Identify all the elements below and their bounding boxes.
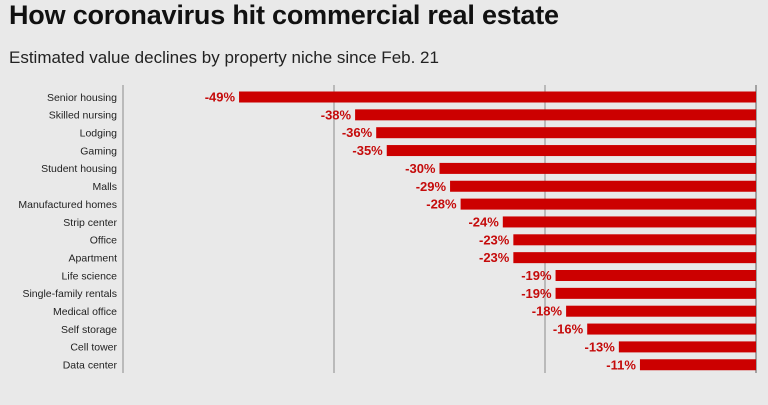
category-label: Senior housing [47, 92, 117, 104]
bars [239, 91, 757, 371]
value-label: -13% [584, 339, 615, 354]
bar [587, 323, 756, 335]
bar [460, 198, 756, 210]
value-label: -38% [321, 107, 352, 122]
bar [386, 145, 756, 157]
bar [566, 305, 756, 317]
category-label: Manufactured homes [18, 199, 117, 211]
bar [618, 341, 756, 353]
value-label: -16% [553, 322, 584, 337]
category-label: Office [90, 235, 117, 247]
category-label: Skilled nursing [49, 110, 117, 122]
bar [439, 162, 756, 174]
bar [555, 270, 756, 281]
value-label: -49% [205, 90, 236, 105]
value-label: -35% [352, 143, 383, 158]
value-label: -23% [479, 250, 510, 265]
bar [376, 127, 756, 139]
value-label: -29% [416, 179, 447, 194]
bar [513, 234, 756, 246]
value-label: -28% [426, 197, 457, 212]
value-label: -36% [342, 125, 373, 140]
page-title: How coronavirus hit commercial real esta… [9, 0, 559, 30]
category-label: Cell tower [70, 342, 117, 354]
bar [502, 216, 756, 228]
bar [555, 287, 756, 299]
bar [450, 180, 756, 192]
category-label: Apartment [69, 252, 118, 264]
page-subtitle: Estimated value declines by property nic… [9, 48, 439, 67]
value-label: -19% [521, 286, 552, 301]
bar [355, 109, 756, 121]
category-label: Malls [92, 181, 117, 193]
value-label: -23% [479, 232, 510, 247]
category-label: Medical office [53, 306, 117, 318]
category-label: Single-family rentals [22, 288, 117, 300]
category-label: Gaming [80, 145, 117, 157]
value-label: -18% [532, 304, 563, 319]
value-label: -19% [521, 268, 552, 283]
labels: Senior housing -49% Skilled nursing -38% Lod… [18, 90, 636, 373]
category-label: Self storage [61, 324, 117, 336]
category-label: Data center [63, 360, 118, 372]
bar [239, 91, 757, 103]
value-label: -24% [468, 214, 499, 229]
category-label: Lodging [80, 128, 118, 140]
value-label: -11% [606, 357, 636, 372]
bar [639, 359, 756, 371]
category-label: Life science [62, 270, 118, 282]
category-label: Strip center [63, 217, 117, 229]
bar [513, 252, 756, 264]
category-label: Student housing [41, 163, 117, 175]
value-label: -30% [405, 161, 436, 176]
